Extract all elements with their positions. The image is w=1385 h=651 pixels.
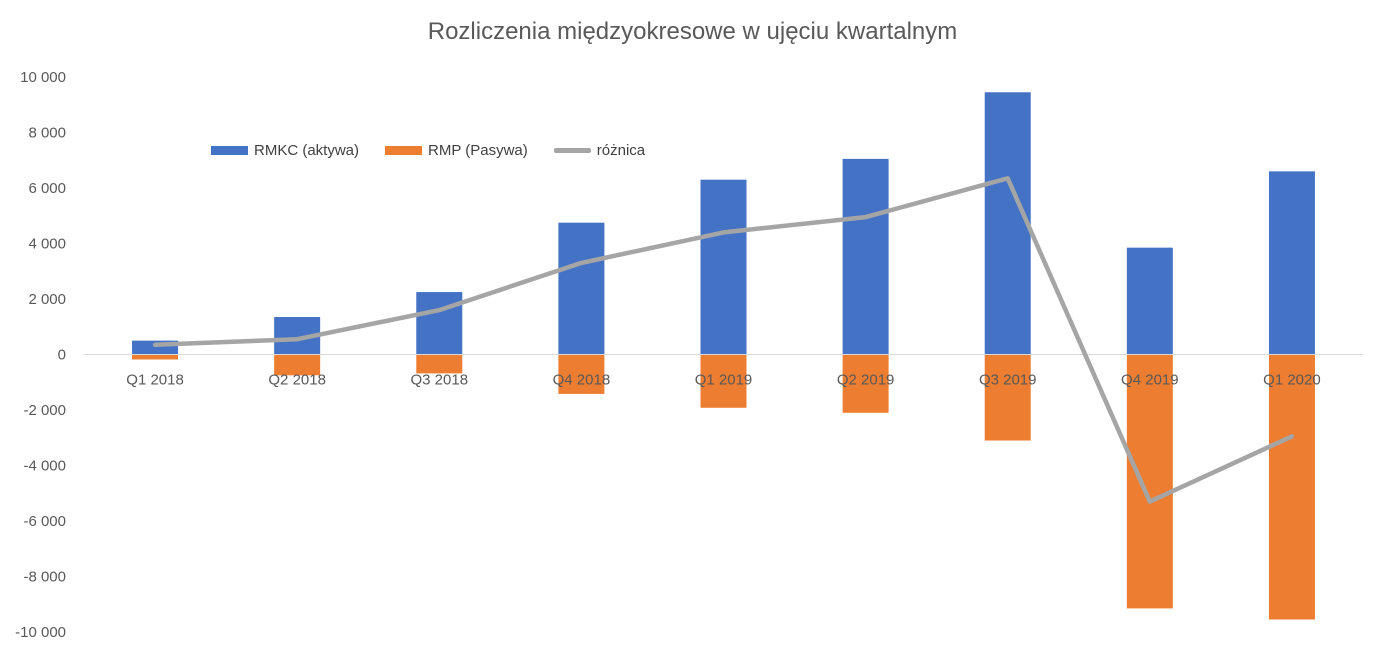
line-roznica xyxy=(152,176,1295,504)
bar-rmkc xyxy=(700,179,747,355)
legend-label-roznica: różnica xyxy=(596,141,646,159)
y-tick-label: 10 000 xyxy=(20,69,66,86)
y-tick-label: -2 000 xyxy=(23,402,66,419)
bar-rmp xyxy=(558,354,605,394)
x-tick-label: Q3 2019 xyxy=(979,372,1037,389)
x-tick-label: Q1 2019 xyxy=(695,372,753,389)
x-tick-label: Q2 2018 xyxy=(268,372,326,389)
legend-swatch-rmp xyxy=(385,145,423,155)
bar-rmkc xyxy=(984,92,1031,355)
y-tick-label: 4 000 xyxy=(28,236,66,253)
legend-item-rmp: RMP (Pasywa) xyxy=(385,142,528,159)
legend-item-rmkc: RMKC (aktywa) xyxy=(211,142,359,159)
y-tick-label: 8 000 xyxy=(28,125,66,142)
bar-rmkc xyxy=(1268,171,1315,355)
legend-item-roznica: różnica xyxy=(553,141,646,159)
x-tick-label: Q4 2018 xyxy=(553,372,611,389)
x-tick-label: Q1 2018 xyxy=(126,372,184,389)
bar-rmkc xyxy=(842,158,889,355)
x-tick-label: Q4 2019 xyxy=(1121,372,1179,389)
bar-rmkc xyxy=(1126,247,1173,355)
bar-rmp xyxy=(700,354,747,408)
bar-rmp xyxy=(842,354,889,413)
bar-rmp xyxy=(132,354,179,360)
y-tick-label: -8 000 xyxy=(23,569,66,586)
y-tick-label: -10 000 xyxy=(15,624,66,641)
bar-rmp xyxy=(416,354,463,374)
y-tick-label: 2 000 xyxy=(28,291,66,308)
y-tick-label: -6 000 xyxy=(23,513,66,530)
chart-legend: RMKC (aktywa) RMP (Pasywa) różnica xyxy=(211,140,671,160)
bar-rmp xyxy=(1268,354,1315,620)
chart-title: Rozliczenia międzyokresowe w ujęciu kwar… xyxy=(427,18,958,45)
legend-swatch-rmkc xyxy=(211,145,248,155)
bar-rmkc xyxy=(416,292,463,355)
y-tick-label: 6 000 xyxy=(28,180,66,197)
y-tick-label: -4 000 xyxy=(23,458,66,475)
legend-swatch-roznica xyxy=(553,147,591,153)
bar-rmp xyxy=(984,354,1031,441)
legend-label-rmp: RMP (Pasywa) xyxy=(428,141,528,159)
bar-rmp xyxy=(1126,354,1173,609)
x-tick-label: Q3 2018 xyxy=(411,372,469,389)
x-tick-label: Q2 2019 xyxy=(837,372,895,389)
bar-rmp xyxy=(274,354,321,376)
y-tick-label: 0 xyxy=(58,347,66,364)
legend-label-rmkc: RMKC (aktywa) xyxy=(254,141,360,159)
x-tick-label: Q1 2020 xyxy=(1263,372,1321,389)
bar-rmkc xyxy=(558,222,605,355)
